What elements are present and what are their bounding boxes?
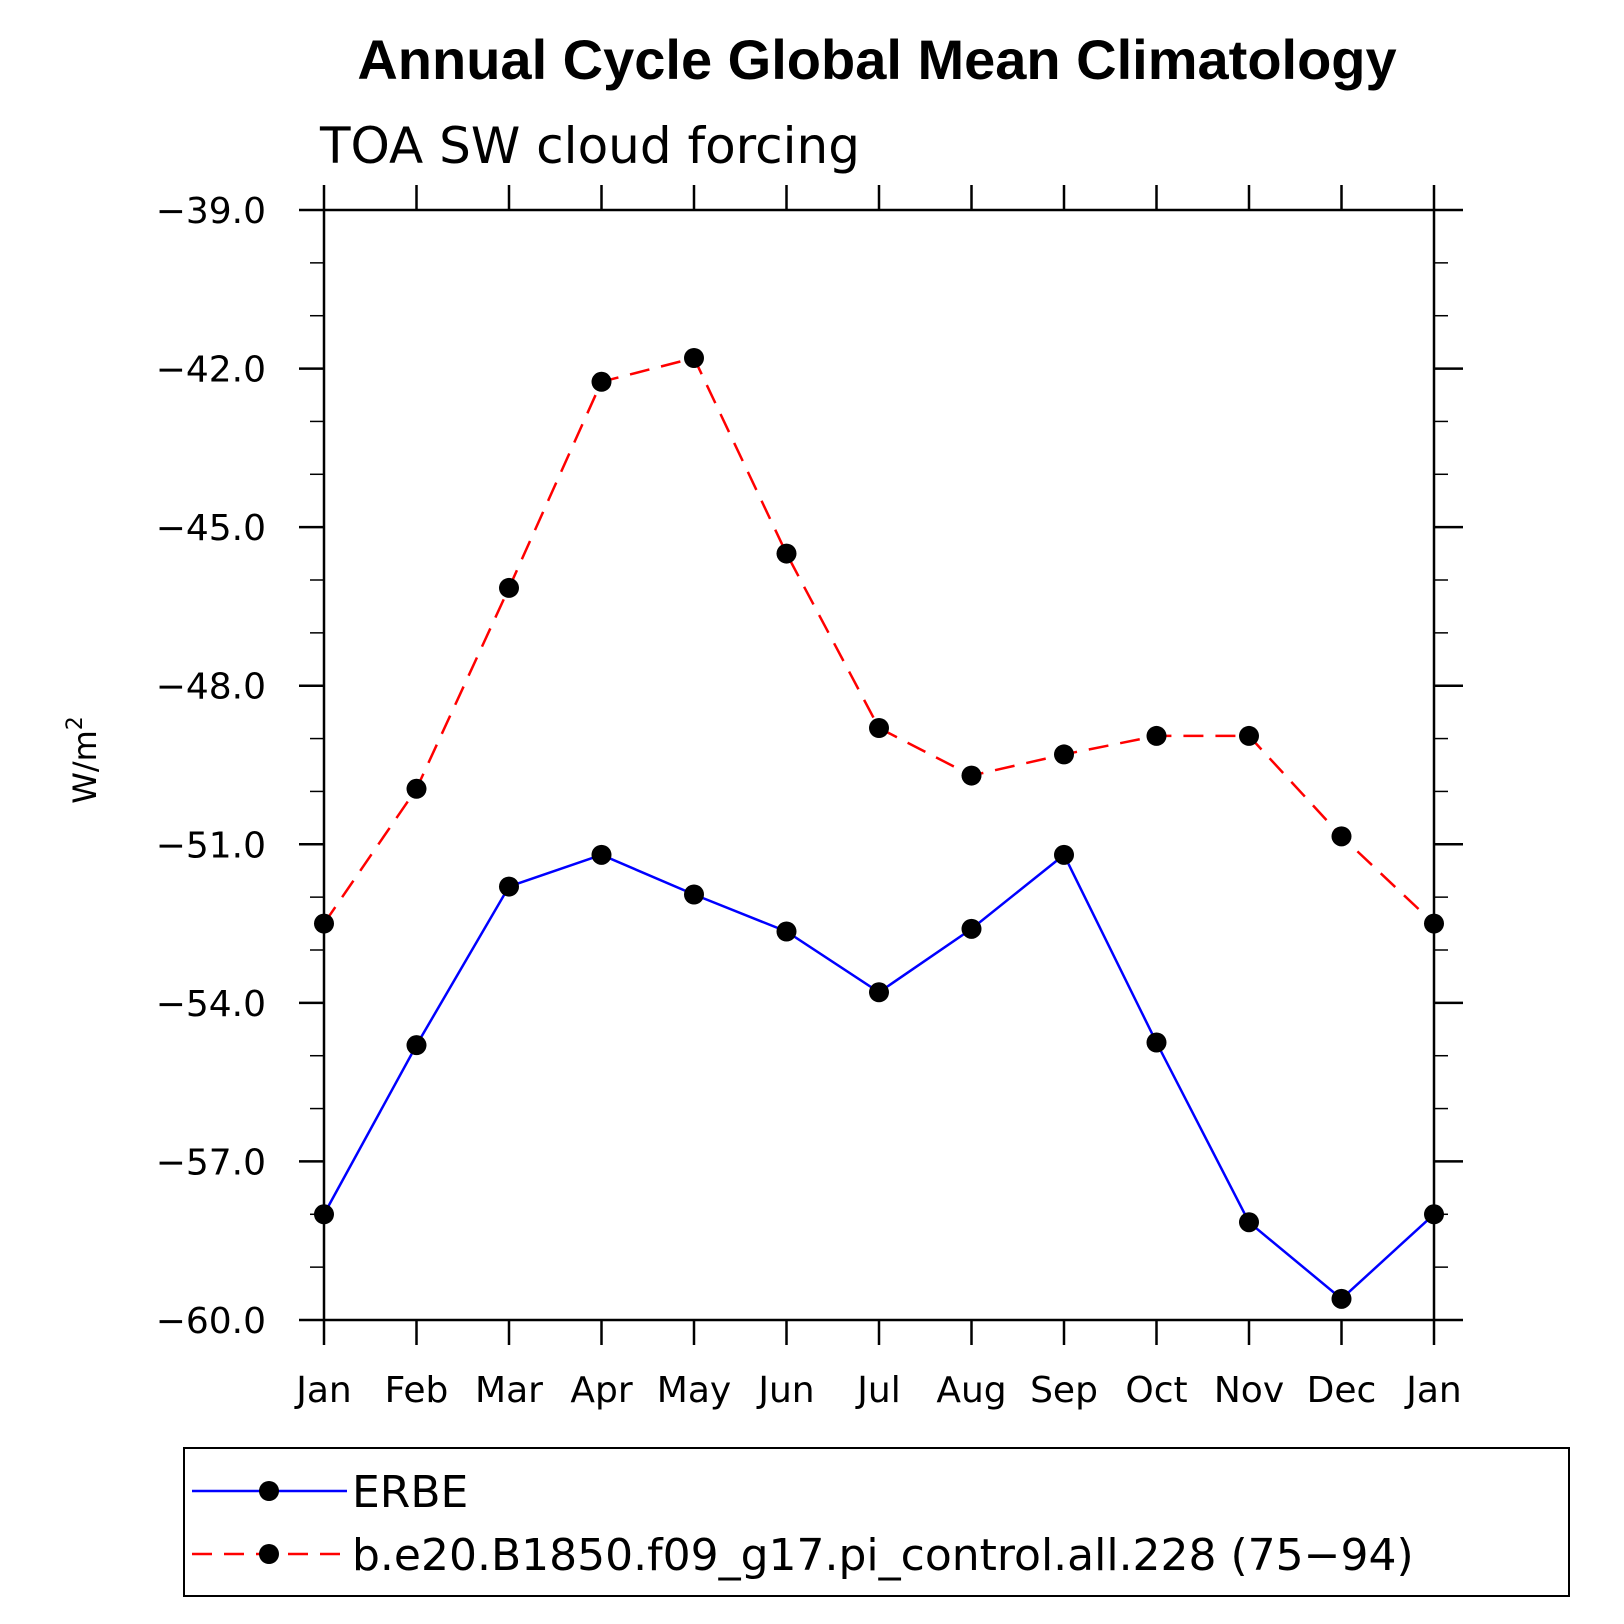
svg-text:W/m2: W/m2: [63, 716, 104, 804]
data-point-erbe: [1331, 1288, 1352, 1309]
data-point-erbe: [776, 921, 797, 942]
data-point-model: [684, 348, 704, 368]
data-point-erbe: [684, 884, 704, 905]
x-tick-label: Feb: [385, 1370, 449, 1411]
series-line-model: [322, 356, 1435, 925]
data-point-model: [776, 543, 797, 564]
x-tick-label: Jul: [855, 1370, 900, 1411]
data-point-model: [1424, 913, 1444, 934]
data-point-erbe: [314, 1204, 334, 1225]
x-tick-label: Aug: [936, 1370, 1006, 1411]
legend-marker-erbe: [259, 1481, 279, 1501]
x-tick-label: Dec: [1307, 1370, 1377, 1411]
chart-title: Annual Cycle Global Mean Climatology: [357, 28, 1396, 91]
y-tick-label: −42.0: [156, 350, 266, 391]
legend-box: [183, 1447, 1570, 1597]
y-axis-label-superscript: 2: [63, 716, 88, 730]
plot-frame: [322, 208, 1436, 1322]
data-point-erbe: [406, 1035, 427, 1056]
x-tick-label: Sep: [1030, 1370, 1098, 1411]
x-tick-label: Jan: [294, 1370, 352, 1411]
data-point-erbe: [1054, 844, 1074, 865]
x-tick-label: Mar: [475, 1370, 543, 1411]
legend-label-model: b.e20.B1850.f09_g17.pi_control.all.228 (…: [352, 1530, 1414, 1581]
y-tick-label: −60.0: [156, 1301, 266, 1342]
x-tick-label: Jun: [756, 1370, 814, 1411]
data-point-model: [314, 913, 334, 934]
data-point-erbe: [1239, 1212, 1259, 1233]
y-axis-label: W/m2: [63, 716, 104, 804]
x-tick-label: Oct: [1125, 1370, 1187, 1411]
data-point-erbe: [591, 844, 612, 865]
data-point-erbe: [961, 918, 982, 939]
y-tick-label: −57.0: [156, 1142, 266, 1183]
legend-marker-model: [259, 1544, 279, 1564]
series-layer: [314, 348, 1444, 1309]
data-point-model: [1239, 725, 1259, 746]
y-tick-label: −54.0: [156, 984, 266, 1025]
data-point-model: [499, 577, 519, 598]
x-tick-label: Jan: [1404, 1370, 1462, 1411]
x-tick-label: May: [657, 1370, 731, 1411]
y-tick-label: −39.0: [156, 191, 266, 232]
data-point-model: [1331, 826, 1352, 847]
data-point-erbe: [1424, 1204, 1444, 1225]
data-point-model: [591, 371, 612, 392]
data-point-model: [961, 765, 982, 786]
data-point-erbe: [869, 982, 889, 1003]
data-point-erbe: [499, 876, 519, 897]
data-point-erbe: [1146, 1032, 1167, 1053]
data-point-model: [869, 718, 889, 738]
axes: −39.0 −42.0 −45.0 −48.0 −51.0 −54.0 −57.0 −60.0…: [156, 185, 1463, 1411]
y-tick-label: −45.0: [156, 508, 266, 549]
data-point-model: [406, 778, 427, 799]
x-tick-label: Nov: [1214, 1370, 1284, 1411]
data-point-model: [1146, 725, 1167, 746]
x-tick-label: Apr: [570, 1370, 632, 1411]
chart-subtitle: TOA SW cloud forcing: [319, 117, 860, 175]
legend: ERBE b.e20.B1850.f09_g17.pi_control.all.…: [183, 1447, 1570, 1597]
y-axis-label-main: W/m: [66, 730, 104, 804]
series-line-erbe: [322, 852, 1435, 1301]
legend-label-erbe: ERBE: [352, 1467, 468, 1518]
y-tick-label: −48.0: [156, 667, 266, 708]
data-point-model: [1054, 744, 1074, 765]
y-tick-label: −51.0: [156, 825, 266, 866]
